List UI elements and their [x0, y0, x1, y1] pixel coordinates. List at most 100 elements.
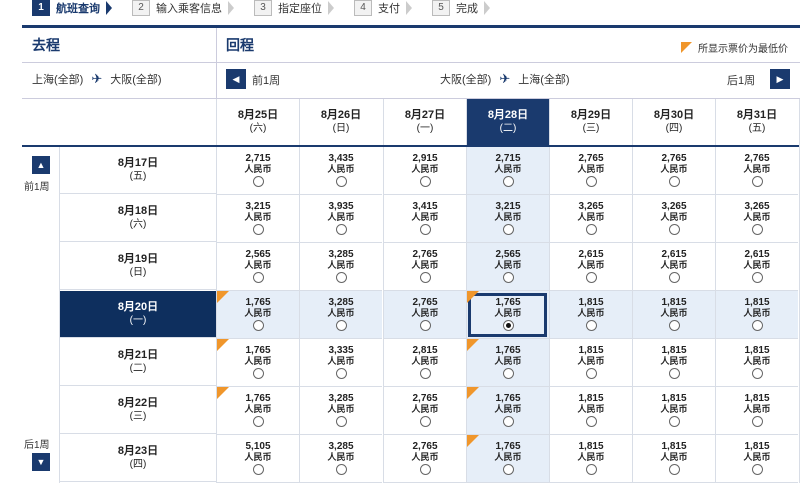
fare-cell[interactable]: 2,765 人民币: [383, 291, 466, 339]
fare-radio[interactable]: [335, 464, 347, 475]
fare-cell[interactable]: 3,285 人民币: [299, 387, 382, 435]
fare-cell[interactable]: 2,615 人民币: [715, 243, 798, 291]
fare-radio[interactable]: [751, 320, 763, 331]
fare-radio[interactable]: [585, 368, 597, 379]
fare-cell[interactable]: 2,715 人民币: [216, 147, 299, 195]
fare-radio[interactable]: [502, 272, 514, 283]
fare-radio[interactable]: [751, 176, 763, 187]
fare-radio[interactable]: [335, 176, 347, 187]
fare-radio[interactable]: [335, 272, 347, 283]
fare-cell[interactable]: 2,615 人民币: [632, 243, 715, 291]
fare-cell[interactable]: 1,765 人民币: [466, 387, 549, 435]
fare-cell[interactable]: 2,765 人民币: [715, 147, 798, 195]
fare-cell[interactable]: 1,815 人民币: [715, 339, 798, 387]
fare-radio[interactable]: [668, 464, 680, 475]
fare-cell[interactable]: 2,765 人民币: [632, 147, 715, 195]
fare-radio[interactable]: [419, 464, 431, 475]
fare-radio[interactable]: [502, 464, 514, 475]
fare-radio[interactable]: [252, 368, 264, 379]
fare-radio[interactable]: [419, 272, 431, 283]
fare-cell[interactable]: 1,815 人民币: [549, 387, 632, 435]
fare-radio[interactable]: [751, 224, 763, 235]
fare-radio[interactable]: [585, 464, 597, 475]
fare-cell[interactable]: 2,615 人民币: [549, 243, 632, 291]
fare-radio[interactable]: [585, 176, 597, 187]
fare-cell[interactable]: 1,765 人民币: [216, 387, 299, 435]
fare-radio[interactable]: [668, 320, 680, 331]
fare-radio[interactable]: [252, 224, 264, 235]
fare-cell[interactable]: 3,285 人民币: [299, 435, 382, 483]
fare-cell[interactable]: 2,765 人民币: [549, 147, 632, 195]
fare-radio[interactable]: [668, 368, 680, 379]
next-week-side-label[interactable]: 后1周: [24, 440, 50, 451]
fare-radio[interactable]: [585, 224, 597, 235]
fare-radio[interactable]: [419, 320, 431, 331]
fare-cell[interactable]: 3,285 人民币: [299, 291, 382, 339]
fare-radio[interactable]: [419, 416, 431, 427]
fare-cell[interactable]: 1,815 人民币: [549, 435, 632, 483]
next-week-label[interactable]: 后1周: [727, 75, 756, 87]
prev-week-side-button[interactable]: ▲: [32, 156, 50, 174]
fare-cell[interactable]: 1,815 人民币: [549, 339, 632, 387]
fare-cell[interactable]: 1,815 人民币: [632, 291, 715, 339]
fare-cell[interactable]: 1,815 人民币: [632, 339, 715, 387]
fare-radio[interactable]: [502, 416, 514, 427]
fare-radio[interactable]: [585, 272, 597, 283]
fare-radio[interactable]: [751, 464, 763, 475]
fare-cell[interactable]: 1,765 人民币: [216, 291, 299, 339]
fare-cell[interactable]: 3,285 人民币: [299, 243, 382, 291]
fare-cell[interactable]: 1,815 人民币: [715, 291, 798, 339]
fare-radio[interactable]: [335, 416, 347, 427]
prev-week-side-label[interactable]: 前1周: [24, 182, 50, 193]
fare-cell[interactable]: 2,565 人民币: [216, 243, 299, 291]
fare-radio[interactable]: [502, 320, 514, 331]
prev-week-button[interactable]: ◀: [226, 69, 246, 89]
fare-cell[interactable]: 1,815 人民币: [549, 291, 632, 339]
fare-radio[interactable]: [751, 368, 763, 379]
fare-radio[interactable]: [668, 176, 680, 187]
fare-radio[interactable]: [668, 272, 680, 283]
fare-cell[interactable]: 2,715 人民币: [466, 147, 549, 195]
fare-cell[interactable]: 2,765 人民币: [383, 243, 466, 291]
fare-cell[interactable]: 3,335 人民币: [299, 339, 382, 387]
fare-cell[interactable]: 1,815 人民币: [715, 435, 798, 483]
next-week-side-button[interactable]: ▼: [32, 453, 50, 471]
prev-week-label[interactable]: 前1周: [252, 75, 281, 87]
fare-radio[interactable]: [585, 320, 597, 331]
fare-radio[interactable]: [252, 416, 264, 427]
fare-cell[interactable]: 1,815 人民币: [632, 387, 715, 435]
fare-radio[interactable]: [419, 368, 431, 379]
fare-cell[interactable]: 3,265 人民币: [715, 195, 798, 243]
fare-cell[interactable]: 3,935 人民币: [299, 195, 382, 243]
fare-cell[interactable]: 1,765 人民币: [466, 339, 549, 387]
fare-radio[interactable]: [419, 224, 431, 235]
fare-cell[interactable]: 5,105 人民币: [216, 435, 299, 483]
fare-radio[interactable]: [335, 320, 347, 331]
fare-radio[interactable]: [252, 176, 264, 187]
fare-cell[interactable]: 1,815 人民币: [632, 435, 715, 483]
fare-cell[interactable]: 1,765 人民币: [466, 435, 549, 483]
fare-cell[interactable]: 3,435 人民币: [299, 147, 382, 195]
fare-radio[interactable]: [502, 176, 514, 187]
fare-radio[interactable]: [252, 464, 264, 475]
fare-radio[interactable]: [502, 368, 514, 379]
fare-cell[interactable]: 2,815 人民币: [383, 339, 466, 387]
fare-cell[interactable]: 1,765 人民币: [466, 291, 549, 339]
next-week-button[interactable]: ▶: [770, 69, 790, 89]
fare-cell[interactable]: 3,215 人民币: [466, 195, 549, 243]
fare-radio[interactable]: [751, 272, 763, 283]
fare-cell[interactable]: 3,415 人民币: [383, 195, 466, 243]
fare-radio[interactable]: [502, 224, 514, 235]
fare-cell[interactable]: 2,565 人民币: [466, 243, 549, 291]
fare-cell[interactable]: 1,765 人民币: [216, 339, 299, 387]
fare-cell[interactable]: 2,765 人民币: [383, 387, 466, 435]
fare-radio[interactable]: [585, 416, 597, 427]
fare-radio[interactable]: [335, 368, 347, 379]
fare-radio[interactable]: [419, 176, 431, 187]
fare-radio[interactable]: [252, 272, 264, 283]
fare-cell[interactable]: 3,215 人民币: [216, 195, 299, 243]
fare-cell[interactable]: 2,915 人民币: [383, 147, 466, 195]
fare-radio[interactable]: [751, 416, 763, 427]
fare-cell[interactable]: 1,815 人民币: [715, 387, 798, 435]
fare-radio[interactable]: [252, 320, 264, 331]
